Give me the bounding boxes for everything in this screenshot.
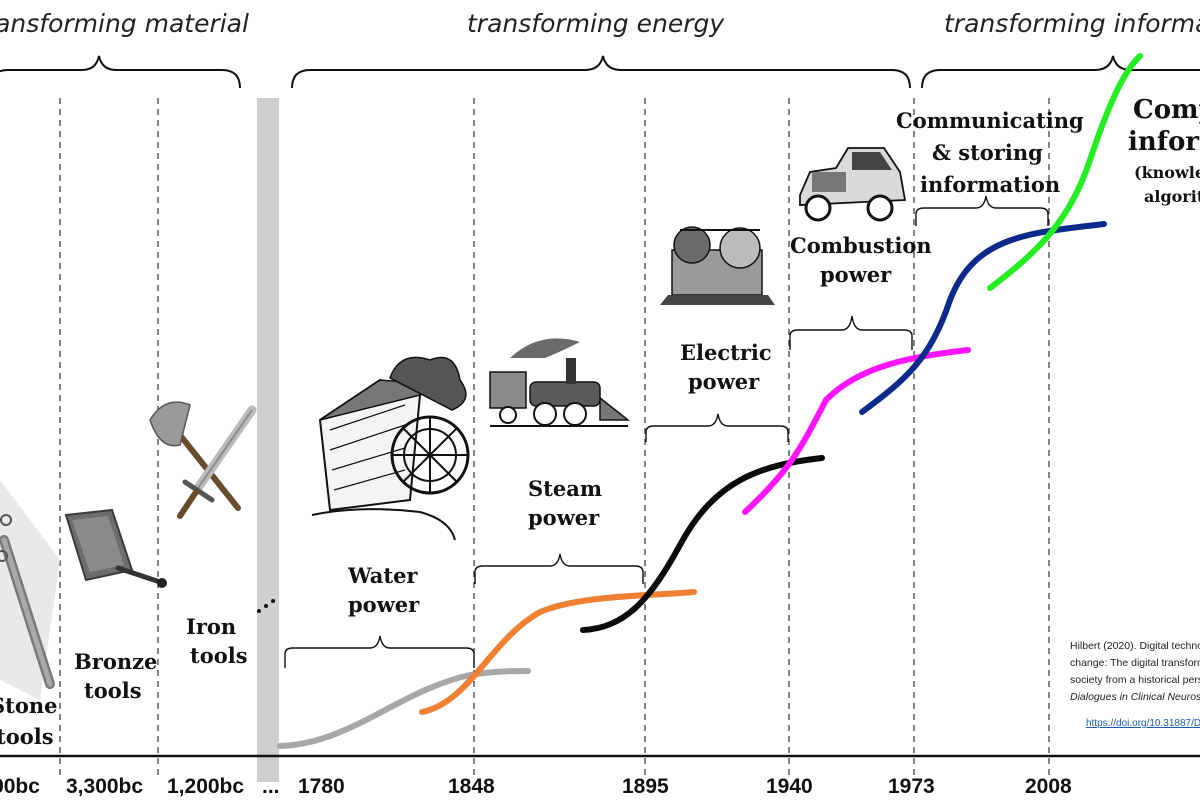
citation-line: change: The digital transformation of <box>1070 657 1200 669</box>
computing-curve <box>987 53 1143 291</box>
citation-line: Hilbert (2020). Digital technology and s… <box>1070 640 1200 652</box>
stage-label-steam: Steam <box>528 476 602 501</box>
period-dividers <box>59 98 1050 780</box>
stage-label-electric: power <box>688 369 760 394</box>
time-break-bar <box>257 98 279 782</box>
stage-brace-combustion <box>789 315 913 350</box>
era-title-material: transforming material <box>0 9 249 38</box>
stage-label-computing: Computing <box>1133 95 1200 125</box>
stage-label-water: Water <box>347 563 418 588</box>
stage-label-steam: power <box>528 505 600 530</box>
stage-label-communicating: information <box>920 172 1060 197</box>
electric-dynamo-image <box>660 226 775 305</box>
stage-label-communicating: & storing <box>932 140 1043 165</box>
axis-label: 1895 <box>622 775 669 798</box>
stage-label-iron: Iron <box>186 614 236 639</box>
citation-line: society from a historical perspective. <box>1070 674 1200 686</box>
axis-labels: 3,300,000bc 3,300bc 1,200bc ... 1780 184… <box>0 775 1072 798</box>
stage-brace-communicating <box>915 195 1049 226</box>
axis-label: 1848 <box>448 775 495 798</box>
doi-link[interactable]: https://doi.org/10.31887/DCNS.2020.22.2/… <box>1086 718 1200 729</box>
water-mill-image <box>311 356 470 541</box>
era-title-energy: transforming energy <box>467 9 725 38</box>
ellipsis-dot <box>257 609 261 613</box>
ellipsis-dot <box>264 604 268 608</box>
era-title-information: transforming information <box>944 9 1200 38</box>
combustion-power-curve <box>742 347 971 515</box>
iron-weapons-image <box>149 401 257 519</box>
citation-block: Hilbert (2020). Digital technology and s… <box>1070 640 1200 703</box>
stage-label-electric: Electric <box>680 340 772 365</box>
ellipsis-dot <box>271 599 275 603</box>
citation-journal: Dialogues in Clinical Neuroscience <box>1070 691 1200 703</box>
era-brace-material <box>0 55 241 89</box>
axis-label: ... <box>262 775 280 798</box>
axis-label: 3,300bc <box>66 775 143 798</box>
stage-label-computing: (knowledge & <box>1134 163 1200 182</box>
stage-label-bronze: Bronze <box>74 649 157 674</box>
stage-label-combustion: Combustion <box>790 233 932 258</box>
steam-power-curve <box>419 589 697 715</box>
stage-label-water: power <box>348 592 420 617</box>
axis-label: 1973 <box>888 775 935 798</box>
stage-brace-water <box>284 635 475 668</box>
era-brace-information <box>921 55 1200 89</box>
era-brace-energy <box>291 55 911 89</box>
communication-curve <box>859 221 1107 415</box>
water-power-curve <box>277 668 531 749</box>
stone-tool-image <box>0 480 60 700</box>
stage-label-bronze: tools <box>84 678 142 703</box>
bronze-tool-image <box>64 508 167 588</box>
stage-brace-steam <box>474 553 644 584</box>
stage-label-iron: tools <box>190 643 248 668</box>
axis-label: 2008 <box>1025 775 1072 798</box>
stage-label-combustion: power <box>820 262 892 287</box>
axis-label: 3,300,000bc <box>0 775 40 798</box>
stage-brace-electric <box>645 413 789 442</box>
steam-locomotive-image <box>489 338 631 427</box>
axis-label: 1940 <box>766 775 813 798</box>
stage-label-computing: algorithms) <box>1144 187 1200 206</box>
axis-label: 1,200bc <box>167 775 244 798</box>
stage-label-computing: information <box>1128 127 1200 157</box>
stage-label-stone: Stone <box>0 693 58 718</box>
stage-label-stone: tools <box>0 724 54 749</box>
electric-power-curve <box>580 455 825 633</box>
axis-label: 1780 <box>298 775 345 798</box>
automobile-image <box>799 147 907 222</box>
stage-label-communicating: Communicating <box>896 108 1084 133</box>
